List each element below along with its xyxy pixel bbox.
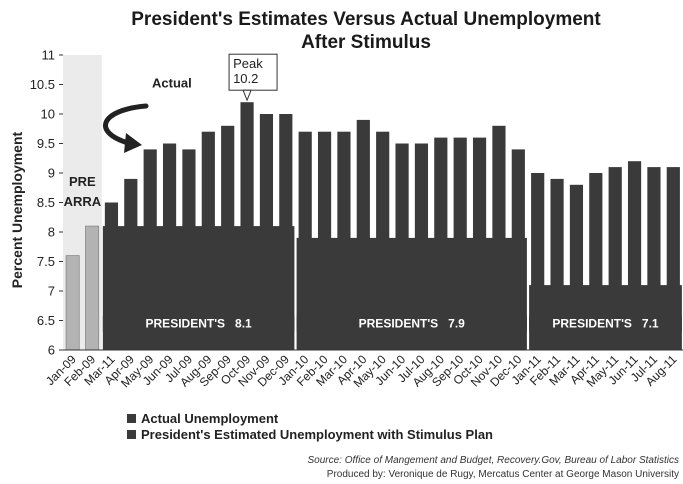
y-tick-label: 6 <box>48 343 55 358</box>
bar-actual <box>85 225 100 351</box>
actual-annotation-label: Actual <box>152 75 192 90</box>
y-tick-label: 6.5 <box>37 313 55 328</box>
chart-title: President's Estimates Versus Actual Unem… <box>131 9 601 30</box>
y-tick-label: 8.5 <box>37 195 55 210</box>
estimate-band-label-bg <box>296 315 527 332</box>
estimate-band-label: PRESIDENT'S 7.1 <box>552 317 659 331</box>
y-tick-label: 9 <box>48 166 55 181</box>
source-note: Source: Office of Mangement and Budget, … <box>308 455 680 466</box>
produced-by-note: Produced by: Veronique de Rugy, Mercatus… <box>327 469 679 480</box>
estimate-band-label: PRESIDENT'S 8.1 <box>146 317 253 331</box>
plot-area: PRESIDENT'S 8.1 PRESIDENT'S 7.9 PRESIDENT'… <box>63 55 683 351</box>
y-axis-label: Percent Unemployment <box>9 131 25 288</box>
y-tick-label: 7 <box>48 284 55 299</box>
legend-label: President's Estimated Unemployment with … <box>141 427 493 442</box>
peak-callout-label: Peak <box>233 56 263 71</box>
y-tick-label: 9.5 <box>37 136 55 151</box>
peak-callout-pointer <box>242 89 252 102</box>
chart-titles: President's Estimates Versus Actual Unem… <box>131 9 601 53</box>
chart-subtitle: After Stimulus <box>301 32 431 53</box>
legend-swatch <box>127 430 136 439</box>
pre-arra-label: PRE <box>69 174 96 189</box>
legend-label: Actual Unemployment <box>141 411 279 426</box>
pre-arra-label: ARRA <box>64 194 102 209</box>
y-tick-label: 8 <box>48 225 55 240</box>
estimate-band-label: PRESIDENT'S 7.9 <box>359 317 466 331</box>
y-tick-label: 7.5 <box>37 254 55 269</box>
peak-callout-label: 10.2 <box>233 71 258 86</box>
y-tick-label: 10.5 <box>30 77 55 92</box>
estimate-band-label-bg <box>102 315 295 332</box>
estimate-band-label-bg <box>529 315 682 332</box>
peak-callout-box <box>228 53 278 91</box>
curved-arrow-icon <box>103 103 149 146</box>
y-tick-label: 11 <box>42 48 56 63</box>
estimate-band <box>296 237 527 350</box>
bar-actual <box>65 255 80 351</box>
y-tick-label: 10 <box>41 107 55 122</box>
arrow-head-icon <box>124 133 142 153</box>
legend-swatch <box>127 414 136 423</box>
